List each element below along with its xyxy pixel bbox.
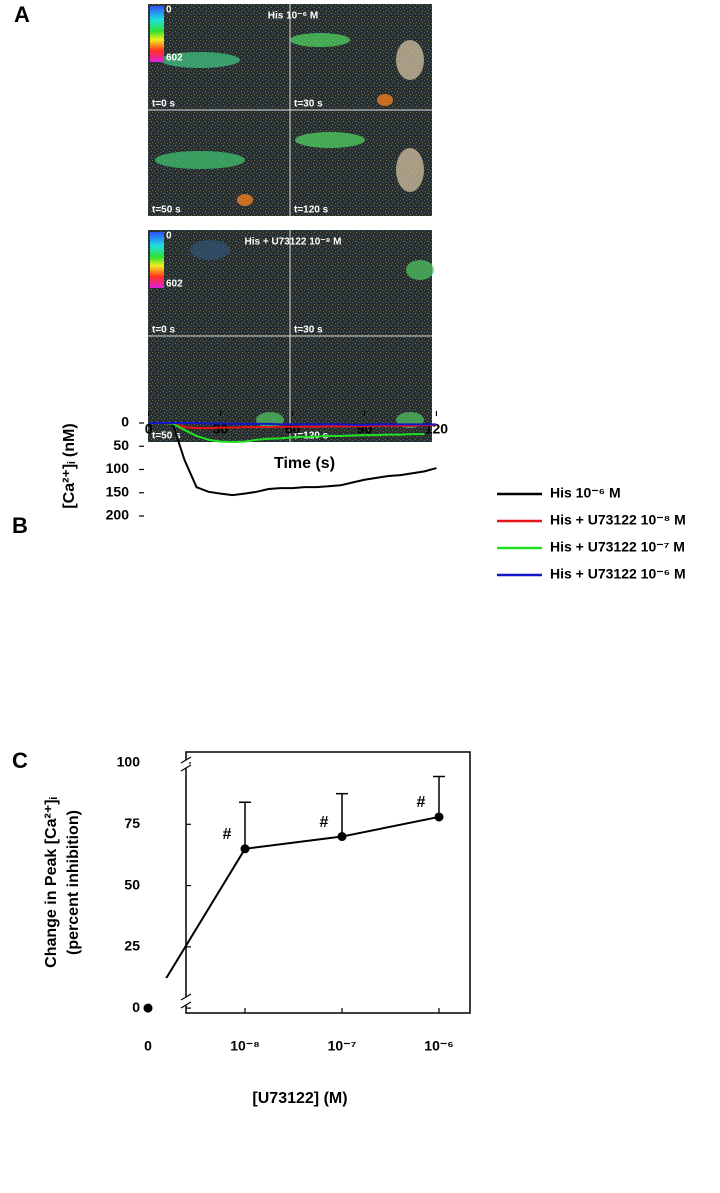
image-title: His + U73122 10⁻⁸ M <box>244 237 341 248</box>
axis-break-mark <box>180 993 192 1001</box>
legend-label: His + U73122 10⁻⁷ M <box>550 539 685 555</box>
cell <box>237 194 253 206</box>
y-tick-label: 75 <box>124 815 140 831</box>
color-bar <box>150 232 164 288</box>
time-label: t=0 s <box>152 99 176 110</box>
x-tick-label: 60 <box>285 421 301 437</box>
data-point <box>434 812 444 822</box>
cell <box>155 151 245 169</box>
image-block: 0 602 His + U73122 10⁻⁸ M t=0 s t=30 s t=50 s… <box>148 230 434 442</box>
panel-label: C <box>12 748 28 773</box>
y-tick-label: 50 <box>124 876 140 892</box>
y-tick-label: 0 <box>121 414 129 430</box>
data-point <box>143 1003 153 1013</box>
x-tick-label: 0 <box>145 421 153 437</box>
series-line <box>148 421 425 444</box>
color-bar <box>150 6 164 62</box>
legend-label: His + U73122 10⁻⁸ M <box>550 512 686 528</box>
x-tick-label: 10⁻⁶ <box>424 1038 453 1054</box>
y-tick-label: 25 <box>124 938 140 954</box>
color-bar-label: 0 <box>166 231 172 242</box>
image-title: His 10⁻⁶ M <box>268 11 318 22</box>
axis-break-gap <box>183 997 189 1005</box>
axis-break-mark <box>180 756 192 764</box>
series-line <box>148 421 437 497</box>
cell <box>396 40 424 80</box>
axis-break-gap <box>183 760 189 768</box>
y-tick-label: 100 <box>106 460 130 476</box>
cell <box>160 52 240 68</box>
series-line <box>148 421 437 426</box>
y-axis-title: Change in Peak [Ca²⁺]ᵢ <box>43 797 60 968</box>
plot-frame <box>185 751 471 1014</box>
x-axis-title: [U73122] (M) <box>252 1090 347 1107</box>
x-tick-label: 120 <box>425 421 449 437</box>
y-axis-title: (percent inhibition) <box>65 810 82 955</box>
cell <box>406 260 434 280</box>
time-label: t=30 s <box>294 99 323 110</box>
data-point <box>337 832 347 842</box>
time-label: t=30 s <box>294 325 323 336</box>
time-label: t=120 s <box>294 205 329 216</box>
chart-panel: C 0 25 50 75 100 0 10⁻⁸ 10⁻⁷ 10⁻⁶ [U73122] (M) Chan… <box>12 748 471 1107</box>
cell <box>256 412 284 428</box>
x-tick-label: 10⁻⁸ <box>230 1038 260 1054</box>
series-line <box>148 421 437 430</box>
cell <box>377 94 393 106</box>
image-block: 0 602 His 10⁻⁶ M t=0 s t=30 s t=50 s t=120 s <box>148 4 432 216</box>
x-tick-label: 0 <box>144 1038 152 1054</box>
image-panel: 0 602 His 10⁻⁶ M t=0 s t=30 s t=50 s t=120 s 0 6… <box>148 4 434 442</box>
y-tick-label: 200 <box>106 507 130 523</box>
data-point <box>240 844 250 854</box>
cell <box>396 148 424 192</box>
annotation: # <box>223 826 232 843</box>
legend-label: His + U73122 10⁻⁶ M <box>550 566 686 582</box>
time-label: t=50 s <box>152 205 181 216</box>
panel-label: B <box>12 513 28 538</box>
color-bar-label: 602 <box>166 53 183 64</box>
annotation: # <box>320 814 329 831</box>
x-tick-label: 30 <box>213 421 229 437</box>
color-bar-label: 602 <box>166 279 183 290</box>
annotation: # <box>417 794 426 811</box>
time-label: t=0 s <box>152 325 176 336</box>
y-tick-label: 50 <box>113 437 129 453</box>
series-line <box>147 815 440 1009</box>
time-label: t=50 s <box>152 431 181 442</box>
axis-break-mark <box>180 1001 192 1009</box>
cell <box>190 240 230 260</box>
y-tick-label: 0 <box>132 999 140 1015</box>
y-tick-label: 150 <box>106 483 130 499</box>
axis-break-mark <box>180 764 192 772</box>
panel-label: A <box>14 2 30 27</box>
cell <box>295 132 365 148</box>
legend-label: His 10⁻⁶ M <box>550 485 621 501</box>
color-bar-label: 0 <box>166 5 172 16</box>
x-axis-title: Time (s) <box>274 455 335 472</box>
y-axis-title: [Ca²⁺]ᵢ (nM) <box>61 423 78 508</box>
axis-break-gap <box>150 978 168 1008</box>
y-tick-label: 100 <box>117 754 141 770</box>
x-tick-label: 10⁻⁷ <box>328 1038 357 1054</box>
cell <box>290 33 350 47</box>
